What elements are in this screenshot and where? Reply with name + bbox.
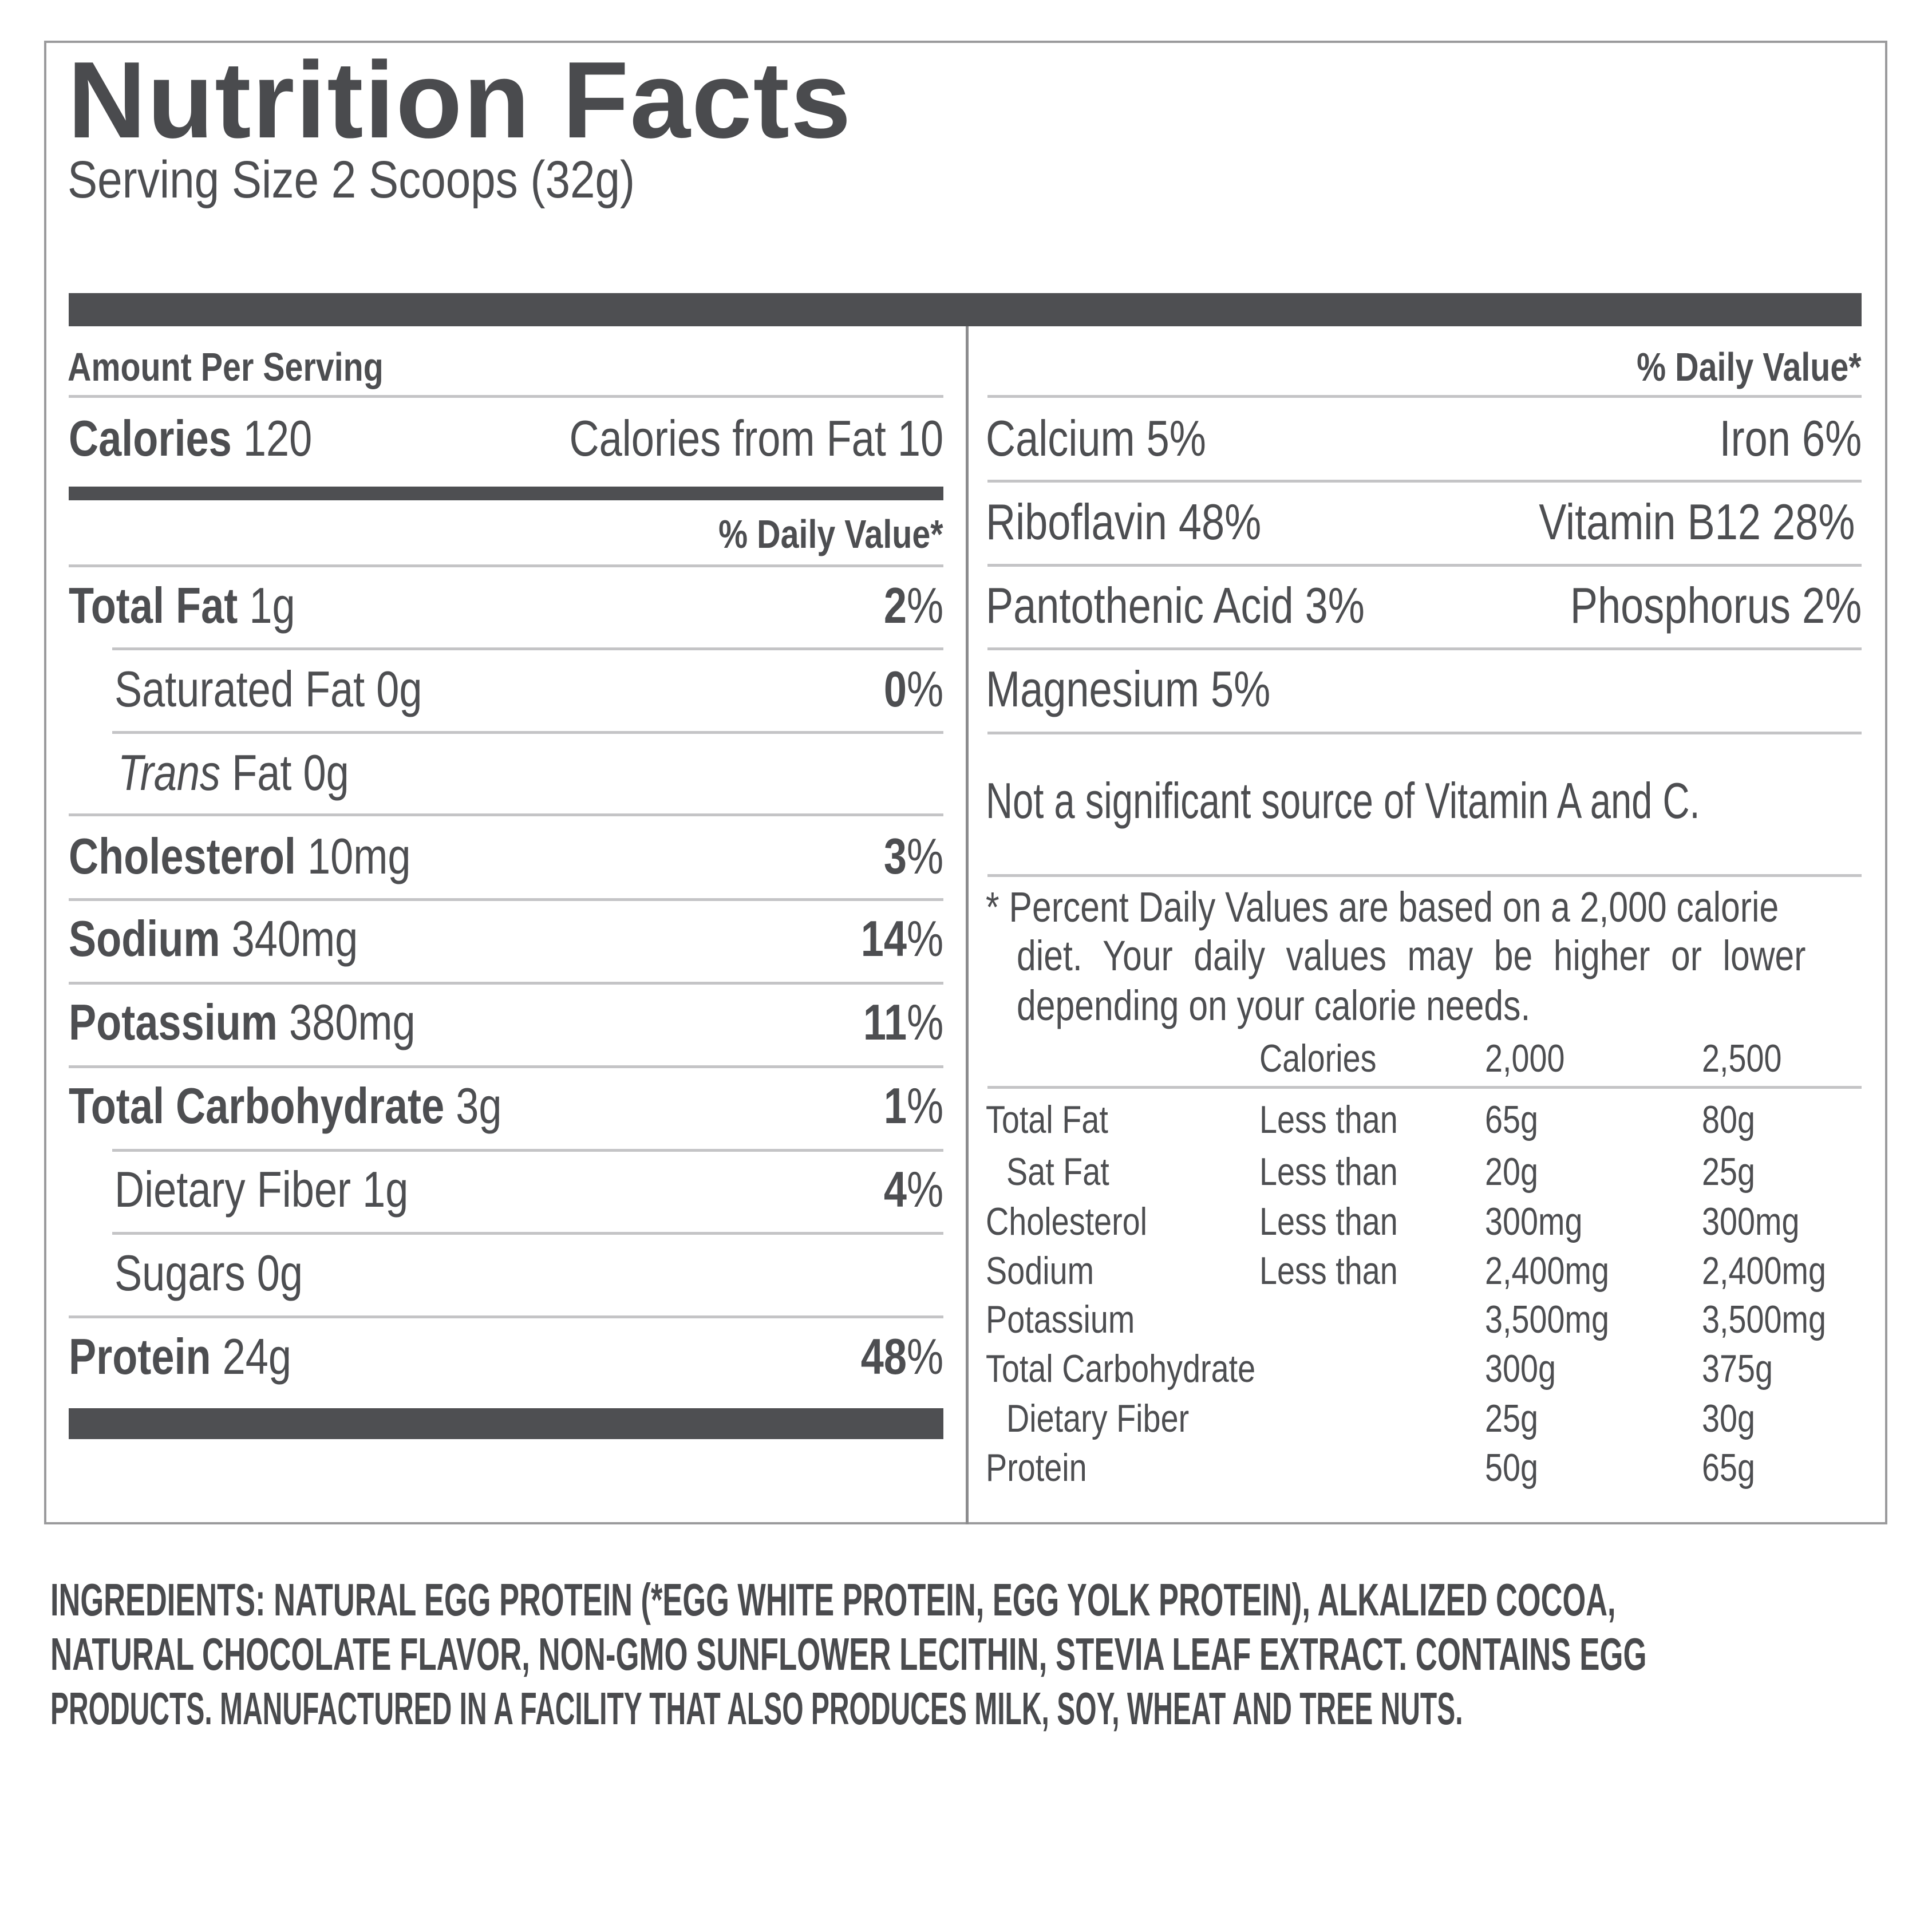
column-divider	[966, 326, 969, 1524]
dv-row-dietary-fiber-label: Dietary Fiber	[1006, 1397, 1190, 1440]
dv-row-cholesterol-2500: 300mg	[1702, 1200, 1800, 1243]
dv-sodium: 14%	[860, 910, 943, 967]
rule	[112, 647, 943, 650]
vitamin-iron: Iron 6%	[1719, 410, 1862, 467]
rule	[69, 1315, 943, 1318]
dv-table-header-2000: 2,000	[1485, 1037, 1565, 1080]
dv-row-total-carb-2000: 300g	[1485, 1347, 1556, 1390]
calories-from-fat: Calories from Fat 10	[569, 410, 943, 467]
rule	[987, 395, 1862, 398]
amount-per-serving: Amount Per Serving	[68, 345, 384, 389]
dv-row-total-fat-qual: Less than	[1259, 1098, 1398, 1141]
vitamin-phosphorus: Phosphorus 2%	[1570, 577, 1862, 634]
dv-cholesterol: 3%	[883, 828, 943, 884]
ingredients-line-1: INGREDIENTS: NATURAL EGG PROTEIN (*EGG W…	[50, 1574, 1616, 1625]
vitamin-b12: Vitamin B12 28%	[1538, 493, 1855, 550]
rule	[112, 731, 943, 734]
dv-row-sodium-label: Sodium	[986, 1249, 1095, 1293]
vitamin-pantothenic-acid: Pantothenic Acid 3%	[986, 577, 1365, 634]
nutrient-total-fat: Total Fat 1g	[69, 577, 295, 634]
ingredients-line-3: PRODUCTS. MANUFACTURED IN A FACILITY THA…	[50, 1683, 1463, 1734]
dv-row-sat-fat-2500: 25g	[1702, 1150, 1756, 1194]
nutrient-protein: Protein 24g	[69, 1328, 292, 1385]
nutrient-dietary-fiber: Dietary Fiber 1g	[114, 1161, 409, 1218]
rule	[987, 732, 1862, 734]
rule	[69, 982, 943, 985]
rule	[69, 898, 943, 901]
dv-row-protein-label: Protein	[986, 1446, 1087, 1490]
dv-row-dietary-fiber-2500: 30g	[1702, 1397, 1756, 1440]
nutrient-total-carbohydrate: Total Carbohydrate 3g	[69, 1077, 502, 1134]
dv-row-sat-fat-2000: 20g	[1485, 1150, 1539, 1194]
dv-row-total-carb-2500: 375g	[1702, 1347, 1773, 1390]
vitamin-riboflavin: Riboflavin 48%	[986, 493, 1262, 550]
dv-row-dietary-fiber-2000: 25g	[1485, 1397, 1539, 1440]
nutrient-cholesterol: Cholesterol 10mg	[69, 828, 411, 884]
dv-row-total-fat-2500: 80g	[1702, 1098, 1756, 1141]
dv-row-sat-fat-label: Sat Fat	[1006, 1150, 1109, 1194]
footnote-line-2: diet. Your daily values may be higher or…	[1017, 932, 1806, 979]
daily-value-header-right: % Daily Value*	[1637, 345, 1862, 389]
rule	[112, 1149, 943, 1152]
dv-row-cholesterol-2000: 300mg	[1485, 1200, 1583, 1243]
dv-protein: 48%	[860, 1328, 943, 1385]
dv-row-potassium-2500: 3,500mg	[1702, 1298, 1827, 1341]
daily-value-header-left: % Daily Value*	[718, 512, 943, 556]
rule	[69, 1065, 943, 1068]
nutrient-potassium: Potassium 380mg	[69, 994, 416, 1050]
rule	[112, 1232, 943, 1235]
dv-row-sat-fat-qual: Less than	[1259, 1150, 1398, 1194]
dv-row-potassium-label: Potassium	[986, 1298, 1135, 1341]
rule	[987, 647, 1862, 650]
footnote-line-3: depending on your calorie needs.	[1017, 982, 1531, 1029]
dv-total-carbohydrate: 1%	[883, 1077, 943, 1134]
dv-row-sodium-2500: 2,400mg	[1702, 1249, 1827, 1293]
dv-row-protein-2000: 50g	[1485, 1446, 1539, 1490]
nutrient-sugars: Sugars 0g	[114, 1244, 303, 1301]
bottom-thick-bar	[69, 1408, 943, 1439]
dv-saturated-fat: 0%	[883, 661, 943, 717]
vitamin-magnesium: Magnesium 5%	[986, 661, 1271, 717]
dv-row-total-carb-label: Total Carbohydrate	[986, 1347, 1256, 1390]
dv-row-cholesterol-qual: Less than	[1259, 1200, 1398, 1243]
dv-row-potassium-2000: 3,500mg	[1485, 1298, 1610, 1341]
vitamin-calcium: Calcium 5%	[986, 410, 1206, 467]
dv-row-total-fat-label: Total Fat	[986, 1098, 1108, 1141]
footnote-line-1: * Percent Daily Values are based on a 2,…	[986, 883, 1779, 931]
nutrient-trans-fat: Trans Fat 0g	[118, 744, 349, 801]
nutrient-saturated-fat: Saturated Fat 0g	[114, 661, 422, 717]
not-significant-note: Not a significant source of Vitamin A an…	[986, 772, 1700, 829]
rule	[69, 564, 943, 567]
serving-size: Serving Size 2 Scoops (32g)	[68, 151, 635, 209]
top-thick-bar	[69, 293, 1862, 326]
label-title: Nutrition Facts	[68, 39, 852, 161]
dv-row-protein-2500: 65g	[1702, 1446, 1756, 1490]
dv-table-header-2500: 2,500	[1702, 1037, 1782, 1080]
dv-row-sodium-qual: Less than	[1259, 1249, 1398, 1293]
rule	[69, 813, 943, 816]
dv-row-total-fat-2000: 65g	[1485, 1098, 1539, 1141]
rule	[69, 395, 943, 398]
dv-dietary-fiber: 4%	[883, 1161, 943, 1218]
dv-row-sodium-2000: 2,400mg	[1485, 1249, 1610, 1293]
dv-row-cholesterol-label: Cholesterol	[986, 1200, 1148, 1243]
calories-bar	[69, 487, 943, 500]
rule	[987, 874, 1862, 877]
ingredients-line-2: NATURAL CHOCOLATE FLAVOR, NON-GMO SUNFLO…	[50, 1629, 1647, 1680]
nutrient-sodium: Sodium 340mg	[69, 910, 358, 967]
dv-total-fat: 2%	[883, 577, 943, 634]
dv-potassium: 11%	[863, 994, 943, 1050]
dv-table-header-calories: Calories	[1259, 1037, 1377, 1080]
rule	[987, 480, 1862, 483]
rule	[987, 564, 1862, 567]
rule	[987, 1086, 1862, 1089]
calories-row: Calories 120	[69, 410, 313, 467]
